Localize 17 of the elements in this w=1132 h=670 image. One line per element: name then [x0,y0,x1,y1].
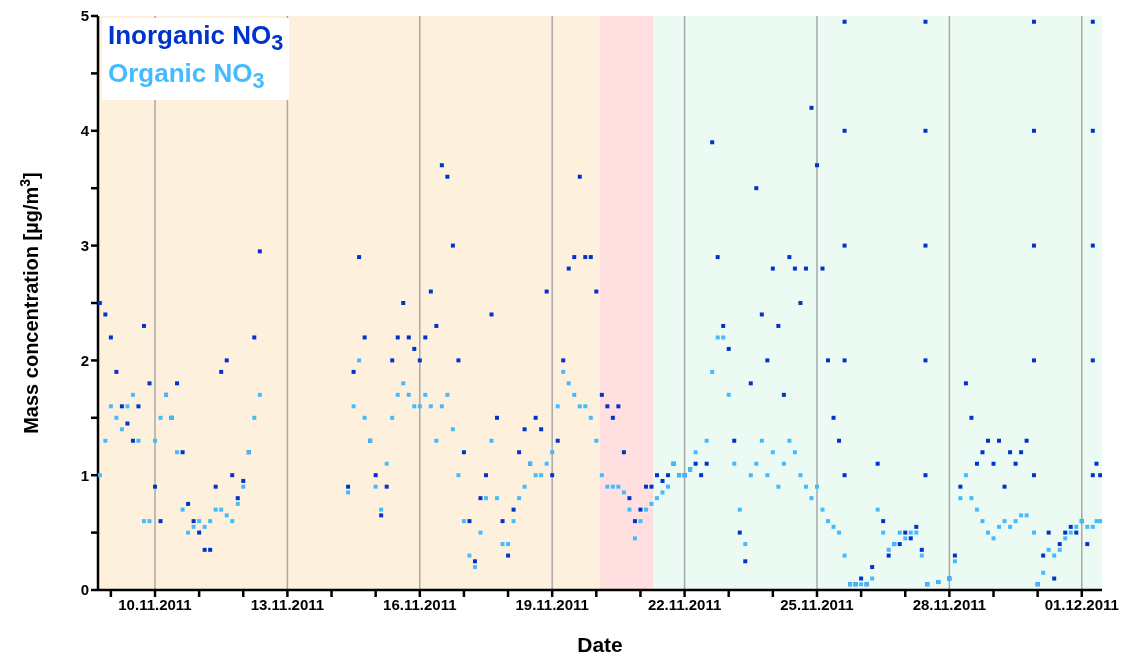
y-tick-label: 0 [80,581,89,599]
y-tick-label: 2 [80,351,89,369]
x-tick-label: 19.11.2011 [515,595,589,613]
x-tick-label: 25.11.2011 [780,595,854,613]
y-tick-label: 3 [80,236,89,254]
y-tick-label: 5 [80,7,89,25]
x-tick-label: 13.11.2011 [250,595,325,613]
y-tick-label: 4 [80,122,90,140]
x-tick-label: 28.11.2011 [912,595,987,613]
text: Inorganic NO$_{3}$ [108,20,284,58]
y-tick-label: 1 [80,466,89,484]
x-tick-label: 16.11.2011 [383,595,457,613]
x-tick-label: 10.11.2011 [118,595,192,613]
x-axis-title: Date [577,633,623,656]
text: Organic NO$_{3}$ [108,58,266,96]
x-tick-label: 01.12.2011 [1044,595,1119,613]
x-tick-label: 22.11.2011 [647,595,722,613]
